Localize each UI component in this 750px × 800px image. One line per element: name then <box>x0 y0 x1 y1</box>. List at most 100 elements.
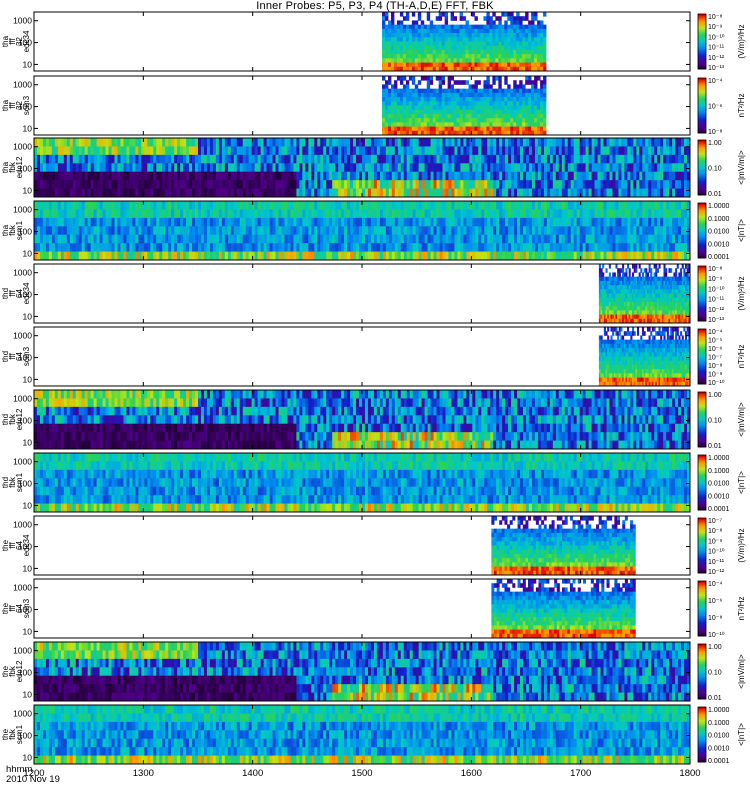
colorbar <box>697 13 707 70</box>
y-axis-label: edc12 <box>15 408 24 430</box>
spectrogram-cells <box>382 76 547 136</box>
panel-tha-tha-fff-32-edc34 <box>33 11 707 72</box>
colorbar-tick-label: 1.00 <box>708 644 722 651</box>
y-axis-label: the <box>1 602 10 614</box>
colorbar-label: (V/m)²/Hz <box>737 276 746 310</box>
colorbar-tick-label: 10⁻⁴ <box>708 581 723 588</box>
y-axis-label: 32 <box>15 37 24 46</box>
y-tick-label: 100 <box>18 731 32 741</box>
y-axis-label: tha <box>1 35 10 47</box>
colorbar <box>697 580 707 637</box>
colorbar <box>697 517 707 574</box>
panel-tha-tha-fbk-edc12 <box>33 137 707 198</box>
colorbar-tick-label: 10⁻¹² <box>708 55 725 62</box>
panel-the-the-fbk-edc12 <box>33 641 707 702</box>
colorbar-tick-label: 10⁻¹¹ <box>708 45 725 52</box>
y-tick-label: 1000 <box>13 80 32 90</box>
y-tick-label: 10 <box>23 59 33 69</box>
panel-the-the-fbk-scm1 <box>33 704 707 765</box>
colorbar-tick-label: 10⁻⁷ <box>708 355 722 362</box>
y-tick-label: 100 <box>18 668 32 678</box>
colorbar-tick-label: 0.10 <box>708 418 722 425</box>
chart-title: Inner Probes: P5, P3, P4 (TH-A,D,E) FFT,… <box>256 0 494 12</box>
colorbar-label: nT²/Hz <box>737 597 746 621</box>
colorbar-tick-label: 10⁻⁸ <box>708 129 722 136</box>
colorbar-tick-label: 0.10 <box>708 166 722 173</box>
spectrogram-cells <box>34 705 691 765</box>
y-axis-label: fbk <box>8 161 17 173</box>
colorbar-frame <box>697 202 707 259</box>
colorbar-tick-label: 10⁻¹⁰ <box>708 631 725 639</box>
colorbar-frame <box>697 517 707 574</box>
y-axis-label: 64 <box>15 541 24 550</box>
colorbar-tick-label: 10⁻⁹ <box>708 276 722 283</box>
colorbar <box>697 454 707 511</box>
spectrogram-cells <box>491 516 636 576</box>
colorbar-frame <box>697 580 707 637</box>
colorbar-tick-label: 0.0001 <box>708 758 730 765</box>
colorbar-tick-label: 10⁻¹⁰ <box>708 379 725 387</box>
y-tick-label: 10 <box>23 248 33 258</box>
spectrogram-cells <box>34 138 691 198</box>
colorbar-tick-label: 1.0000 <box>708 203 730 210</box>
colorbar-tick-label: 10⁻⁴ <box>708 78 723 85</box>
y-axis-label: fbk <box>8 476 17 488</box>
spectrogram-cells <box>382 12 547 72</box>
panel-thd-thd-fbk-edc12 <box>33 389 707 450</box>
colorbar <box>697 391 707 448</box>
x-tick-label: 1500 <box>351 768 372 779</box>
y-axis-label: tha <box>1 224 10 236</box>
colorbar-tick-label: 0.01 <box>708 695 722 702</box>
y-axis-label: scm1 <box>15 472 24 492</box>
spectrogram-cells <box>598 264 691 324</box>
spectrogram-cells <box>598 327 691 387</box>
colorbar-label: <|mV/m|> <box>737 402 746 437</box>
panel-the-the-fff-64-edc34 <box>33 515 707 576</box>
y-axis-label: edc12 <box>15 156 24 178</box>
y-tick-label: 100 <box>18 353 32 363</box>
y-tick-label: 100 <box>18 479 32 489</box>
colorbar-tick-label: 10⁻⁸ <box>708 363 722 370</box>
colorbar-tick-label: 10⁻⁹ <box>708 372 722 379</box>
y-tick-label: 10 <box>23 437 33 447</box>
colorbar-tick-label: 0.1000 <box>708 216 730 223</box>
y-tick-label: 1000 <box>13 331 32 341</box>
colorbar-label: <|nT|> <box>737 471 746 494</box>
colorbar-frame <box>697 328 707 385</box>
spectrogram-cells <box>34 642 691 702</box>
y-axis-label: the <box>1 728 10 740</box>
colorbar-tick-label: 10⁻⁷ <box>708 518 722 525</box>
colorbar-label: (V/m)²/Hz <box>737 24 746 58</box>
colorbar-tick-label: 0.0010 <box>708 493 730 500</box>
colorbar-tick-label: 10⁻⁸ <box>708 528 722 535</box>
y-tick-label: 10 <box>23 311 33 321</box>
panel-tha-tha-fbk-scm1 <box>33 200 707 261</box>
y-axis-label: thd <box>1 351 10 362</box>
y-axis-label: fbk <box>8 728 17 740</box>
y-tick-label: 100 <box>18 38 32 48</box>
y-tick-label: 1000 <box>13 205 32 215</box>
y-axis-label: scm3 <box>22 346 31 366</box>
colorbar-tick-label: 0.1000 <box>708 720 730 727</box>
y-axis-label: scm3 <box>22 598 31 618</box>
panel-thd-thd-fff-64-edc34 <box>33 263 707 324</box>
colorbar-tick-label: 0.0001 <box>708 506 730 513</box>
y-axis-label: fff <box>8 102 17 109</box>
colorbar-label: (V/m)²/Hz <box>737 528 746 562</box>
x-tick-label: 1400 <box>242 768 263 779</box>
colorbar <box>697 643 707 700</box>
colorbar-tick-label: 1.00 <box>708 392 722 399</box>
colorbar-tick-label: 10⁻¹⁰ <box>708 548 725 556</box>
y-axis-label: thd <box>1 288 10 299</box>
colorbar-frame <box>697 454 707 511</box>
y-tick-label: 100 <box>18 227 32 237</box>
plot-area <box>34 264 690 323</box>
colorbar-label: nT²/Hz <box>737 345 746 369</box>
y-axis-label: 64 <box>15 604 24 613</box>
colorbar-frame <box>697 706 707 763</box>
y-tick-label: 1000 <box>13 520 32 530</box>
colorbar-tick-label: 1.0000 <box>708 455 730 462</box>
y-tick-label: 100 <box>18 164 32 174</box>
y-tick-label: 10 <box>23 185 33 195</box>
